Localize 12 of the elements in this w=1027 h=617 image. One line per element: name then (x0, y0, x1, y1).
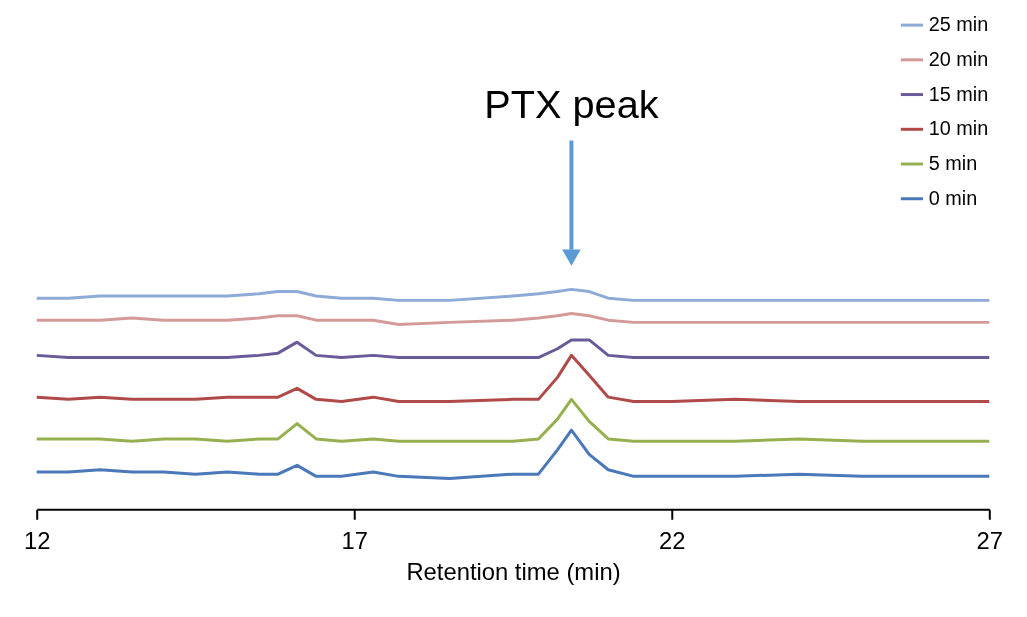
x-axis-title: Retention time (min) (406, 558, 621, 586)
x-tick-label: 27 (976, 526, 1004, 554)
x-tick-label: 12 (23, 526, 51, 554)
text: PTX peak (484, 81, 659, 126)
legend-label: 15 min (928, 82, 989, 105)
legend-label: 10 min (928, 117, 989, 140)
legend-label: 25 min (928, 13, 989, 36)
x-tick-label: 17 (341, 526, 368, 554)
legend-label: 5 min (928, 151, 978, 174)
x-tick-label: 22 (659, 526, 686, 554)
legend-label: 0 min (928, 186, 978, 209)
legend-label: 20 min (928, 47, 989, 70)
